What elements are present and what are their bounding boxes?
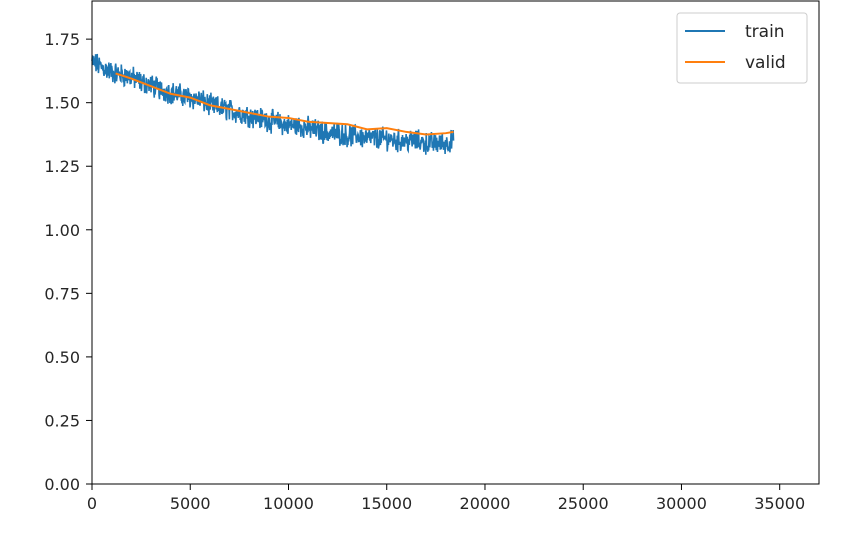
legend: train valid <box>676 12 808 84</box>
x-tick-label: 0 <box>87 494 97 513</box>
y-tick-label: 0.50 <box>44 348 80 367</box>
x-axis: 0 5000 10000 15000 20000 25000 30000 35000 <box>87 484 805 513</box>
x-tick-label: 20000 <box>460 494 511 513</box>
y-tick-label: 1.75 <box>44 30 80 49</box>
y-tick-label: 0.75 <box>44 284 80 303</box>
x-tick-label: 15000 <box>361 494 412 513</box>
y-tick-label: 1.50 <box>44 94 80 113</box>
y-axis: 0.00 0.25 0.50 0.75 1.00 1.25 1.50 1.75 <box>44 30 92 494</box>
series-line-valid <box>115 72 454 136</box>
series-line-train <box>91 53 455 155</box>
x-tick-label: 10000 <box>263 494 314 513</box>
x-tick-label: 35000 <box>754 494 805 513</box>
y-tick-label: 1.25 <box>44 157 80 176</box>
y-tick-label: 0.00 <box>44 475 80 494</box>
legend-label-train: train <box>745 22 785 42</box>
legend-label-valid: valid <box>745 53 786 73</box>
legend-box <box>676 12 808 84</box>
x-tick-label: 25000 <box>558 494 609 513</box>
plot-frame <box>91 0 820 485</box>
x-tick-label: 30000 <box>656 494 707 513</box>
series-layer <box>91 53 455 155</box>
y-tick-label: 1.00 <box>44 221 80 240</box>
x-tick-label: 5000 <box>170 494 211 513</box>
y-tick-label: 0.25 <box>44 411 80 430</box>
